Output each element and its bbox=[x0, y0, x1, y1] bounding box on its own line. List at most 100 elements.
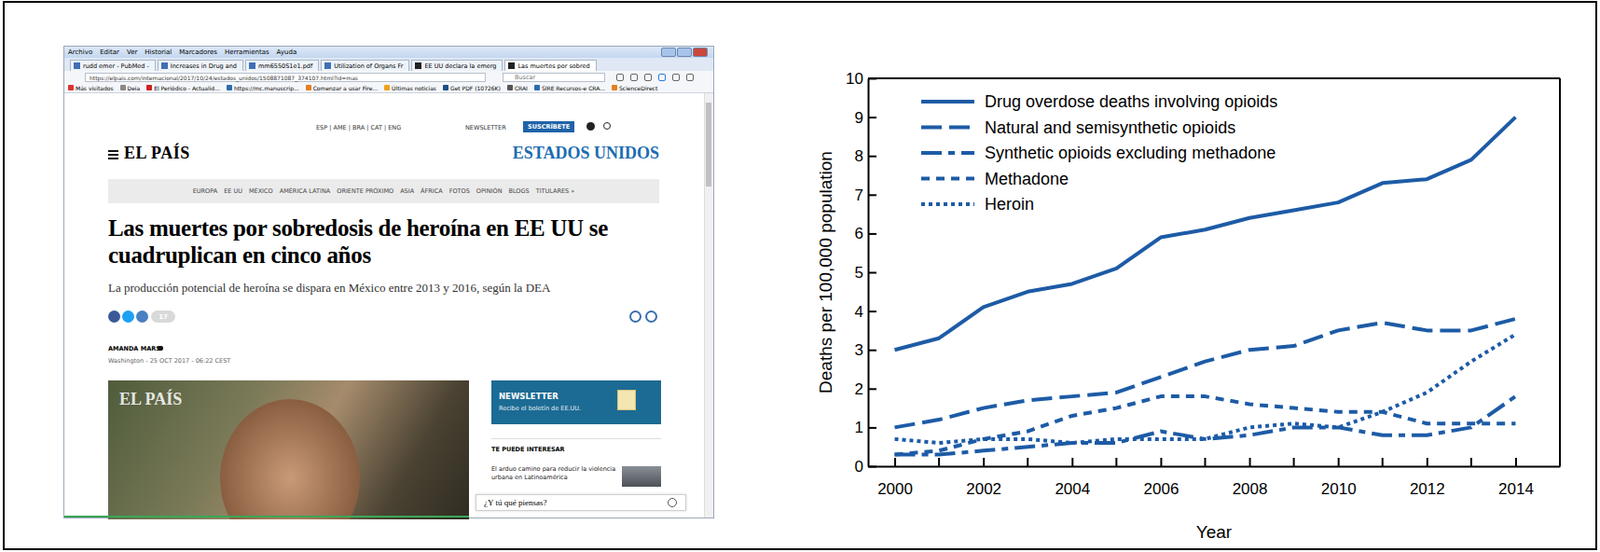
bookmark-label[interactable]: Get PDF (10726K) bbox=[450, 84, 501, 92]
bookmark[interactable]: ScienceDirect bbox=[611, 84, 658, 92]
nav-item[interactable]: OPINIÓN bbox=[476, 187, 503, 195]
window-button[interactable] bbox=[661, 47, 676, 57]
tab-title[interactable]: Increases in Drug and bbox=[170, 62, 237, 70]
nav-item[interactable]: FOTOS bbox=[449, 187, 470, 195]
bookmark[interactable]: Comenzar a usar Fire... bbox=[305, 84, 378, 92]
y-tick-mark bbox=[868, 193, 877, 196]
bookmarks-bar: Más visitados Deia El Periódico - Actualid… bbox=[64, 82, 714, 94]
nav-item[interactable]: ASIA bbox=[400, 187, 414, 195]
bookmark-label[interactable]: https://mc.manuscrip... bbox=[234, 84, 300, 92]
bookmark-icon bbox=[305, 84, 312, 91]
tool-button[interactable] bbox=[629, 310, 642, 323]
bookmark-label[interactable]: Deia bbox=[127, 84, 141, 92]
bookmark[interactable]: Get PDF (10726K) bbox=[442, 84, 501, 92]
tab[interactable]: Increases in Drug and bbox=[157, 59, 244, 71]
newsletter-box[interactable]: NEWSLETTER Recibe el boletín de EE.UU. bbox=[491, 380, 662, 425]
menu-item[interactable]: Historial bbox=[144, 46, 172, 58]
bookmark-label[interactable]: SIRE Recursos-e CRA... bbox=[541, 84, 606, 92]
author[interactable]: AMANDA MARS bbox=[108, 344, 161, 353]
y-tick-label: 5 bbox=[855, 263, 864, 282]
tab[interactable]: mm6550S1e1.pdf bbox=[245, 59, 319, 71]
logo[interactable]: EL PAÍS bbox=[124, 143, 191, 164]
url-text[interactable]: https://elpais.com/internacional/2017/10… bbox=[89, 73, 359, 83]
nav-item[interactable]: EE UU bbox=[223, 187, 243, 195]
bookmark-label[interactable]: CRAI bbox=[514, 84, 528, 92]
nav-item[interactable]: MÉXICO bbox=[248, 187, 274, 195]
tab[interactable]: Las muertes por sobred bbox=[504, 59, 596, 71]
toolbar-icon[interactable] bbox=[630, 73, 638, 82]
x-tick-label: 2014 bbox=[1498, 480, 1534, 498]
bookmark-label[interactable]: El Periódico - Actualid... bbox=[153, 84, 221, 92]
comments-button[interactable]: 17 bbox=[151, 310, 176, 323]
share-button[interactable] bbox=[136, 310, 149, 323]
tool-button[interactable] bbox=[645, 310, 658, 323]
scrollbar-thumb[interactable] bbox=[705, 102, 712, 187]
window-button[interactable] bbox=[692, 47, 708, 57]
series-line bbox=[895, 396, 1517, 455]
bookmark-label[interactable]: Comenzar a usar Fire... bbox=[313, 84, 378, 92]
user-icon[interactable] bbox=[586, 122, 595, 131]
tab-title[interactable]: rudd emer - PubMed - bbox=[82, 62, 150, 70]
tab-title[interactable]: Las muertes por sobred bbox=[517, 62, 590, 70]
bookmark-label[interactable]: ScienceDirect bbox=[619, 84, 658, 92]
tab-title[interactable]: Utilization of Organs Fr bbox=[333, 62, 403, 70]
bookmark[interactable]: Últimas noticias bbox=[384, 84, 437, 92]
comment-count[interactable]: 17 bbox=[158, 313, 168, 321]
tab-title[interactable]: EE UU declara la emerg bbox=[424, 62, 497, 70]
toolbar-icon[interactable] bbox=[658, 73, 666, 82]
bookmark[interactable]: https://mc.manuscrip... bbox=[226, 84, 300, 92]
menu-item[interactable]: Archivo bbox=[68, 46, 93, 58]
newsletter-title[interactable]: NEWSLETTER bbox=[498, 391, 559, 401]
bookmark[interactable]: CRAI bbox=[507, 84, 528, 92]
nav-item[interactable]: TITULARES » bbox=[536, 187, 576, 195]
bookmark[interactable]: SIRE Recursos-e CRA... bbox=[534, 84, 606, 92]
menu-item[interactable]: Herramientas bbox=[224, 46, 270, 58]
menu-item[interactable]: Ayuda bbox=[276, 46, 298, 58]
toolbar-icon[interactable] bbox=[616, 73, 624, 82]
bookmark-label[interactable]: Últimas noticias bbox=[391, 84, 437, 92]
series-line bbox=[895, 334, 1517, 443]
share-button[interactable] bbox=[108, 310, 121, 323]
section-title[interactable]: ESTADOS UNIDOS bbox=[512, 143, 660, 164]
x-tick-mark bbox=[1337, 457, 1340, 467]
share-button[interactable] bbox=[122, 310, 135, 323]
bookmark[interactable]: Deia bbox=[120, 84, 141, 92]
bookmark-label[interactable]: Más visitados bbox=[75, 84, 114, 92]
feedback-text[interactable]: ¿Y tú qué piensas? bbox=[483, 497, 547, 508]
bookmark[interactable]: El Periódico - Actualid... bbox=[146, 84, 221, 92]
related-link[interactable]: El arduo camino para reducir la violenci… bbox=[491, 465, 617, 483]
toolbar-icon[interactable] bbox=[644, 73, 652, 82]
toolbar-icon[interactable] bbox=[686, 73, 694, 82]
x-axis-title: Year bbox=[1196, 522, 1233, 542]
search-placeholder[interactable]: Buscar bbox=[514, 73, 536, 83]
y-tick-label: 0 bbox=[855, 457, 864, 476]
subscribe-button[interactable]: SUSCRÍBETE bbox=[523, 121, 575, 133]
tab[interactable]: Utilization of Organs Fr bbox=[320, 59, 410, 71]
nav-item[interactable]: EUROPA bbox=[193, 187, 218, 195]
close-icon[interactable] bbox=[667, 497, 677, 508]
nav-item[interactable]: BLOGS bbox=[509, 187, 530, 195]
url-box[interactable]: https://elpais.com/internacional/2017/10… bbox=[84, 72, 486, 83]
search-icon[interactable] bbox=[603, 122, 611, 130]
tab-title[interactable]: mm6550S1e1.pdf bbox=[258, 62, 313, 70]
plot-frame bbox=[1558, 78, 1561, 467]
search-box[interactable]: Buscar bbox=[502, 72, 606, 83]
y-tick-label: 6 bbox=[855, 224, 864, 243]
toolbar-icon[interactable] bbox=[672, 73, 680, 82]
nav-item[interactable]: AMÉRICA LATINA bbox=[279, 187, 332, 195]
y-tick-mark bbox=[868, 466, 877, 469]
newsletter-link[interactable]: NEWSLETTER bbox=[465, 124, 507, 132]
feedback-box[interactable]: ¿Y tú qué piensas? bbox=[475, 494, 687, 511]
edition-links[interactable]: ESP | AME | BRA | CAT | ENG bbox=[316, 124, 401, 132]
nav-item[interactable]: ÁFRICA bbox=[420, 187, 443, 195]
window-button[interactable] bbox=[676, 47, 692, 57]
menu-item[interactable]: Marcadores bbox=[179, 46, 218, 58]
twitter-icon[interactable] bbox=[157, 345, 164, 351]
newsletter-text[interactable]: Recibe el boletín de EE.UU. bbox=[498, 404, 581, 413]
nav-item[interactable]: ORIENTE PRÓXIMO bbox=[336, 187, 394, 195]
menu-item[interactable]: Editar bbox=[99, 46, 120, 58]
tab[interactable]: EE UU declara la emerg bbox=[411, 59, 503, 71]
menu-item[interactable]: Ver bbox=[126, 46, 138, 58]
bookmark[interactable]: Más visitados bbox=[68, 84, 114, 92]
tab[interactable]: rudd emer - PubMed - bbox=[69, 59, 156, 71]
